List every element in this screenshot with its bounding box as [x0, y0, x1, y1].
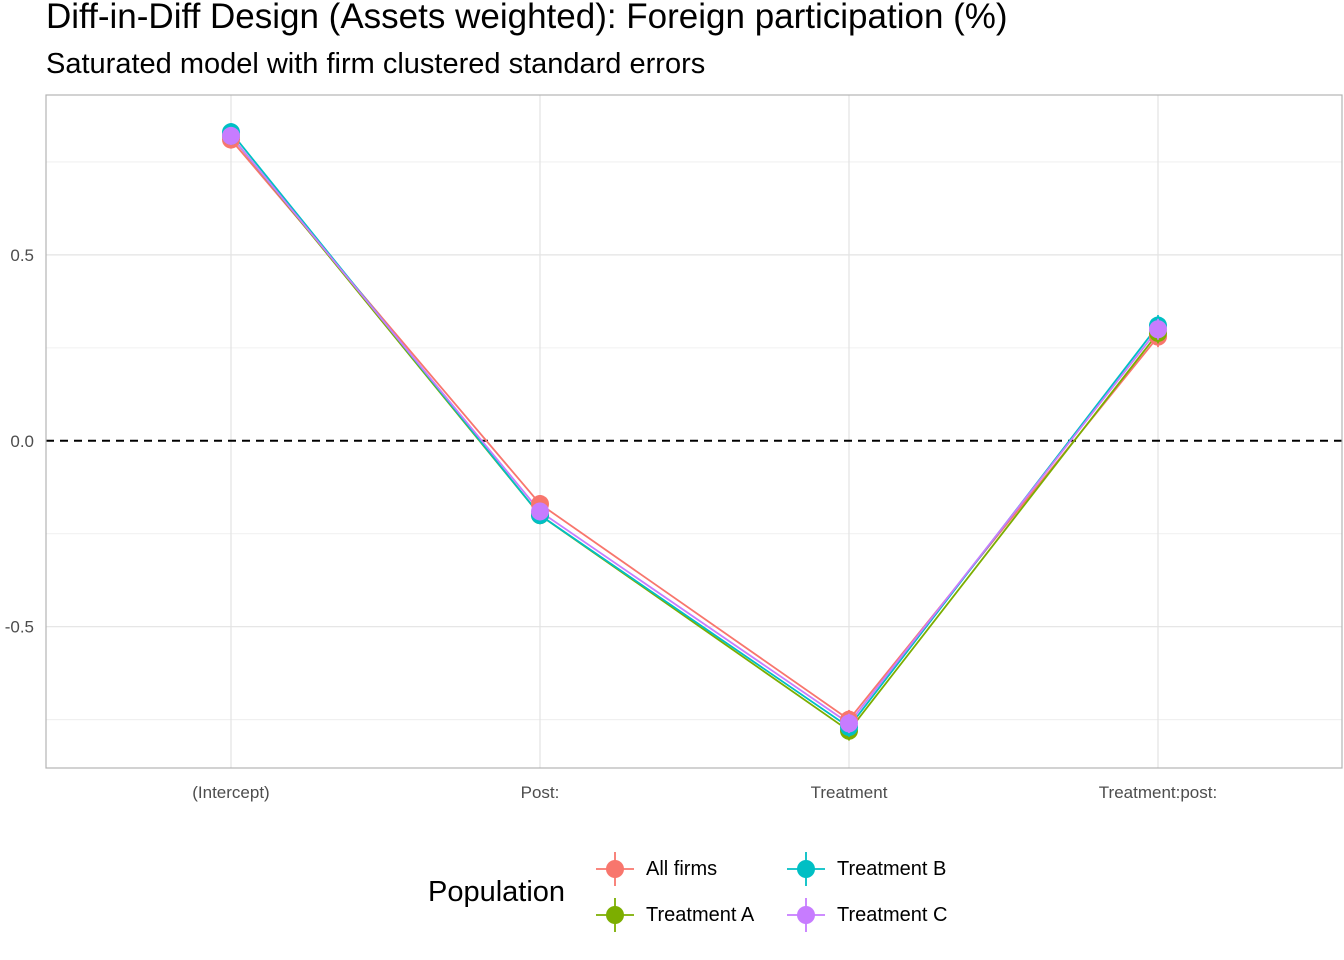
chart-title: Diff-in-Diff Design (Assets weighted): F…	[46, 0, 1008, 36]
grid-lines	[46, 95, 1342, 768]
legend-key-treatment-a	[596, 898, 634, 932]
legend-key-point	[606, 860, 624, 878]
series-line	[230, 131, 1159, 729]
panel-border	[45, 94, 1343, 769]
data-point	[222, 126, 240, 145]
y-tick-label: 0.5	[10, 246, 34, 265]
series-line	[230, 135, 1159, 725]
legend-item-treatment-c: Treatment C	[783, 892, 947, 938]
axes	[45, 94, 1343, 769]
series-line	[230, 135, 1159, 733]
series-line	[230, 139, 1159, 721]
legend-item-treatment-a: Treatment A	[592, 892, 754, 938]
data-point	[531, 502, 549, 521]
data-point	[1149, 320, 1167, 339]
legend-label: Treatment C	[837, 903, 948, 926]
x-tick-label: Treatment:post:	[1099, 783, 1217, 802]
legend-key-all-firms	[596, 852, 634, 886]
legend-key-point	[797, 906, 815, 924]
legend-key-point	[606, 906, 624, 924]
x-tick-label: Treatment	[811, 783, 888, 802]
legend-label: Treatment A	[646, 903, 755, 926]
legend-key-treatment-c	[787, 898, 825, 932]
series-points	[222, 123, 1167, 741]
legend-key-treatment-b	[787, 852, 825, 886]
legend-label: All firms	[646, 857, 718, 880]
y-tick-label: -0.5	[5, 618, 34, 637]
data-point	[840, 714, 858, 733]
legend-title: Population	[428, 876, 566, 908]
legend-item-all-firms: All firms	[592, 846, 717, 892]
legend: Population All firms Treatment A Treatme…	[428, 846, 988, 942]
legend-key-point	[797, 860, 815, 878]
chart-subtitle: Saturated model with firm clustered stan…	[46, 48, 706, 80]
x-tick-label: Post:	[521, 783, 560, 802]
x-tick-label: (Intercept)	[192, 783, 269, 802]
legend-item-treatment-b: Treatment B	[783, 846, 946, 892]
y-tick-label: 0.0	[10, 432, 34, 451]
legend-label: Treatment B	[837, 857, 947, 880]
series-lines	[230, 131, 1159, 733]
tick-labels: -0.5 0.0 0.5 (Intercept) Post: Treatment Treat…	[5, 246, 1218, 802]
